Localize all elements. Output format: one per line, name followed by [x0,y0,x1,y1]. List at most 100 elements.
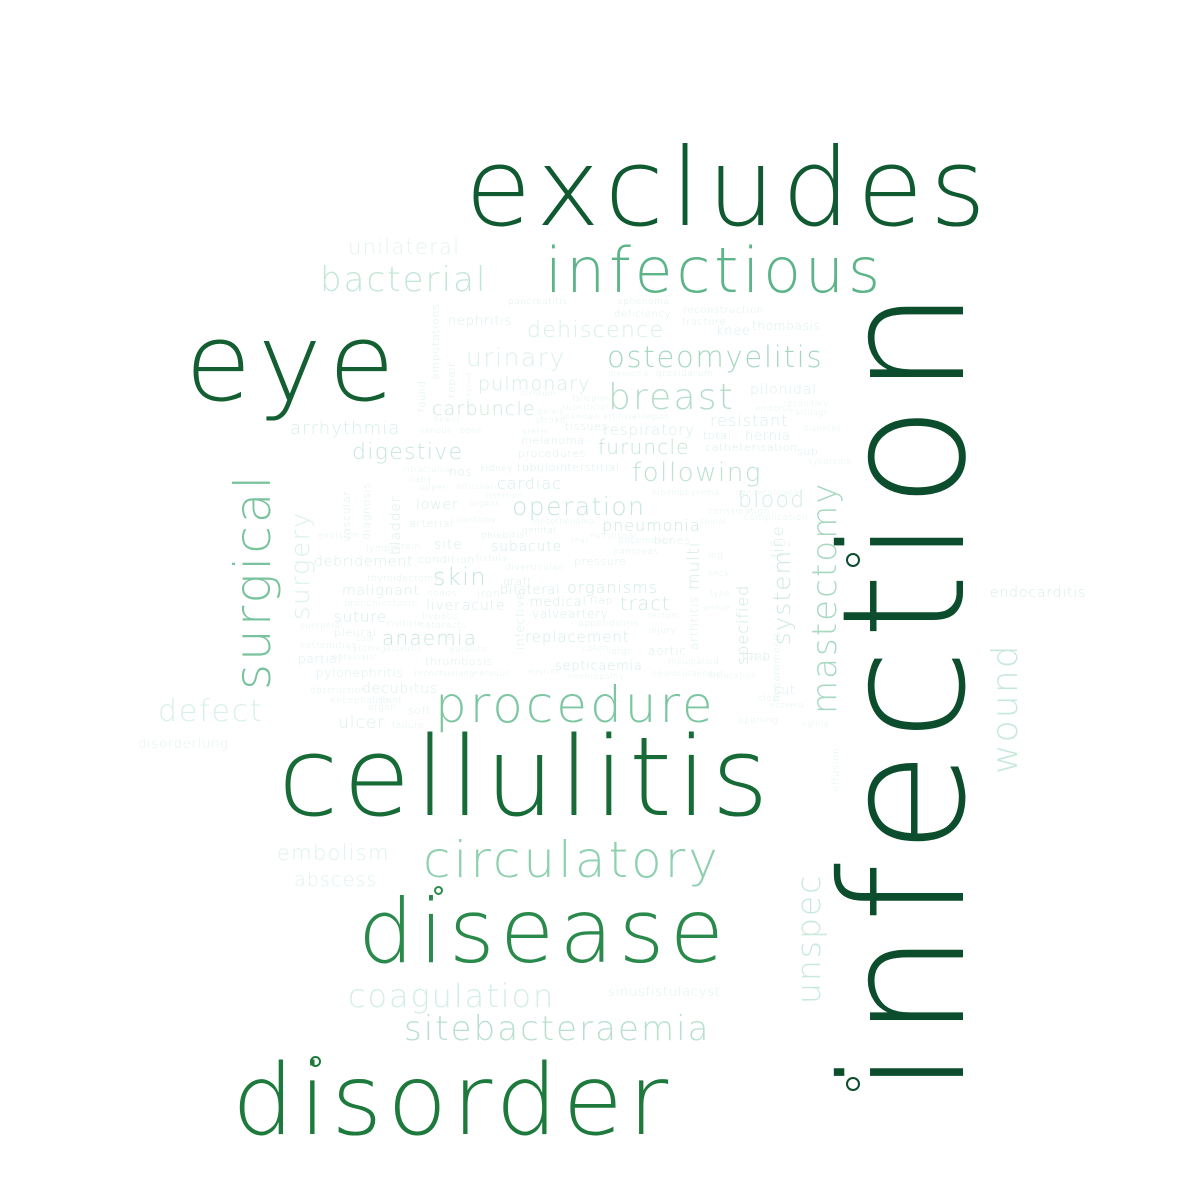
word-resistant: resistant [710,411,789,430]
word-hyperemesis: hyperemesis [772,631,783,703]
word-articular: articular [456,482,494,491]
word-appendicitis: appendicitis [578,619,640,629]
word-nephritis: nephritis [448,314,513,329]
dot-marker [310,1056,321,1067]
word-myeloma: myeloma [608,369,649,378]
word-pylonephritis: pylonephritis [316,666,404,680]
word-fracture: fracture [682,317,727,328]
word-total: total [703,429,732,442]
word-following: following [632,458,763,488]
word-anaemia: anaemia [382,626,478,650]
word-flap: flap [590,594,614,607]
word-embolus: embolus [755,404,793,413]
word-medical: medical [530,595,587,610]
word-pleural: pleural [334,626,377,639]
word-organ: organ [368,703,397,713]
word-breast: breast [608,377,735,418]
word-tear: tear [571,536,590,545]
word-mastectomy: mastectomy [805,481,845,714]
word-defect: defect [158,694,264,729]
word-gynaecological: gynaecological [736,488,803,497]
word-bronchiectasis: bronchiectasis [344,599,417,609]
word-excludes: excludes [465,126,993,251]
word-thrombosis: thrombosis [425,655,493,668]
word-coal: coal [356,634,375,643]
word-multi: multi [684,541,704,590]
word-circulatory: circulatory [423,831,721,889]
word-body: body [770,539,792,548]
word-brain: brain [395,542,421,552]
word-cleft: cleft [758,694,781,704]
word-scrotum: scrotum [520,389,556,398]
word-catheterisation: catheterisation [705,441,798,454]
word-arterial: arterial [409,517,454,530]
word-phlebitis: phlebitis [481,531,525,541]
word-diagnosis: diagnosis [360,482,373,540]
word-tract: tract [620,593,671,615]
word-iron: iron [477,587,501,600]
word-excision: excision [318,531,359,541]
word-large: large [608,647,634,657]
word-site: site [434,537,463,553]
word-extremities: extremities [300,641,357,651]
word-rheumatoid: rheumatoid [668,657,720,666]
dot-marker [846,1077,860,1091]
word-acute: acute [462,598,506,614]
word-secondary: secondary [783,399,829,408]
word-superficial: superficial [562,403,609,412]
word-operation: operation [512,492,646,521]
word-viral: viral [748,654,771,664]
word-multiple: multiple [386,619,423,628]
word-thyroidectomy: thyroidectomy [367,574,440,584]
word-bone: bone [460,426,482,435]
word-colostomy: colostomy [451,515,497,524]
word-condition: condition [418,553,475,566]
word-upper: upper [420,483,446,492]
word-failure: failure [392,721,425,731]
word-ulcer: ulcer [338,713,386,733]
word-sitebacteraemia: sitebacteraemia [404,1009,711,1049]
word-sub: sub [797,445,819,458]
word-neurocutaneous: neurocutaneous [652,669,724,678]
dot-marker [434,886,443,895]
word-disorderlung: disorderlung [138,737,229,752]
word-kidney: kidney [480,464,514,474]
word-unspec: unspec [789,873,828,1004]
word-organisms: organisms [567,578,658,597]
word-cut: cut [774,683,796,697]
word-ogling: ogling [802,719,829,728]
word-deficiency: deficiency [614,309,671,320]
word-sphenoma: sphenoma [618,297,670,307]
word-subacute: subacute [491,539,563,555]
word-emphysema: emphysema [666,488,720,497]
dot-marker [846,553,860,567]
word-penile: penile [704,603,732,612]
word-opening: opening [738,716,778,726]
word-infective: infective [513,591,527,650]
word-genital: genital [522,526,557,536]
word-colon: colon [582,644,609,654]
word-nos: nos [449,465,473,479]
word-effusion: effusion [831,747,842,792]
word-liver: liver [426,598,461,614]
word-eye: eye [185,301,402,426]
word-infection: infection [806,279,1004,1095]
word-embolism: embolism [277,841,390,865]
word-nephropathy: nephropathy [568,672,625,681]
word-endocarditis: endocarditis [990,585,1087,601]
word-infectious: infectious [545,234,884,307]
word-reconstruction: reconstruction [683,305,764,316]
word-unknown: unknown [560,412,600,421]
word-ureter: ureter [522,427,550,436]
word-lower: lower [416,497,459,513]
word-pulmonary: pulmonary [478,373,591,395]
word-aortic: aortic [648,644,687,658]
word-pelvis: pelvis [538,407,565,416]
word-arrhythmia: arrhythmia [290,418,401,439]
word-septicaemia: septicaemia [555,659,643,674]
word-blood: blood [738,488,806,513]
word-organs: organs [470,499,500,508]
word-bacterial: bacterial [320,260,488,300]
word-bowel: bowel [434,415,461,424]
